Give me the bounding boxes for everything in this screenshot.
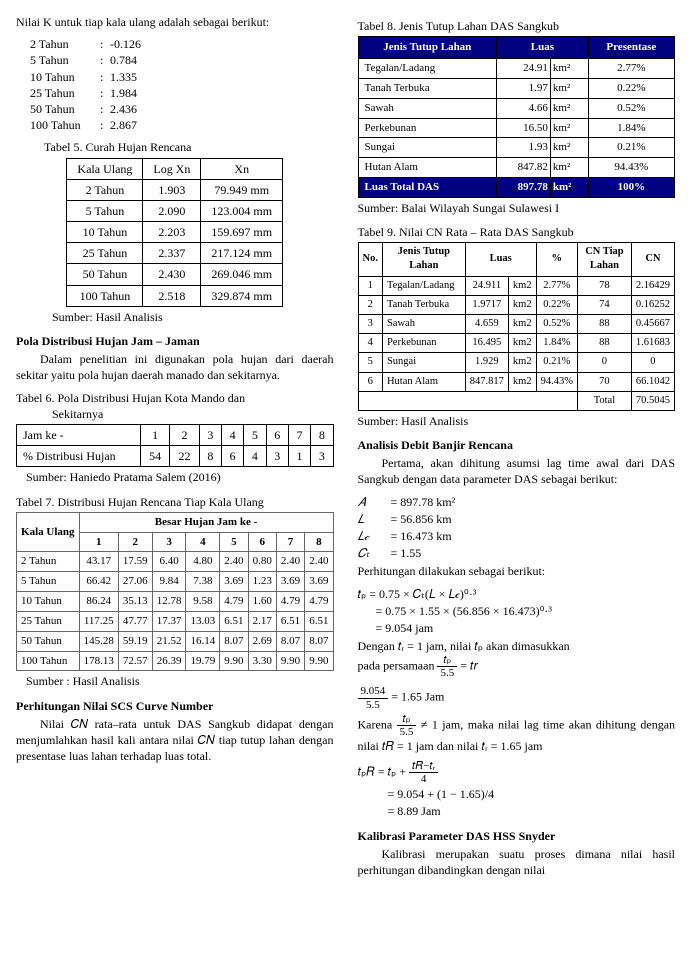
t9-source: Sumber: Hasil Analisis [358, 413, 676, 429]
table-7: Kala Ulang Besar Hujan Jam ke - 12345678… [16, 512, 334, 672]
t8-caption: Tabel 8. Jenis Tutup Lahan DAS Sangkub [358, 18, 676, 34]
t8-source: Sumber: Balai Wilayah Sungai Sulawesi I [358, 200, 676, 216]
kalib-title: Kalibrasi Parameter DAS HSS Snyder [358, 828, 676, 844]
scs-title: Perhitungan Nilai SCS Curve Number [16, 698, 334, 714]
t5-caption: Tabel 5. Curah Hujan Rencana [44, 139, 334, 155]
table-5: Kala Ulang Log Xn Xn 2 Tahun1.90379.949 … [66, 158, 283, 307]
eq1: 𝑡ₚ = 0.75 × 𝐶ₜ(𝐿 × 𝐿𝒸)⁰·³ [358, 586, 676, 602]
t5-source: Sumber: Hasil Analisis [52, 309, 334, 325]
right-column: Tabel 8. Jenis Tutup Lahan DAS Sangkub J… [358, 12, 676, 884]
kalib-para: Kalibrasi merupakan suatu proses dimana … [358, 846, 676, 878]
eq7: = 8.89 Jam [358, 803, 676, 819]
dengan-line: Dengan 𝑡ᵣ = 1 jam, nilai 𝑡ₚ akan dimasuk… [358, 638, 676, 679]
param-Lc: 𝐿𝒸 = 16.473 km [358, 528, 676, 544]
t6-caption: Tabel 6. Pola Distribusi Hujan Kota Mand… [16, 390, 334, 422]
table-8: Jenis Tutup Lahan Luas Presentase Tegala… [358, 36, 676, 198]
k-val: -0.126 [110, 36, 141, 52]
param-L: 𝐿 = 56.856 km [358, 511, 676, 527]
scs-para: Nilai 𝐶𝑁 rata–rata untuk DAS Sangkub did… [16, 716, 334, 765]
calc-intro: Perhitungan dilakukan sebagai berikut: [358, 563, 676, 579]
k-intro: Nilai K untuk tiap kala ulang adalah seb… [16, 14, 334, 30]
k-list: 2 Tahun: -0.126 5 Tahun: 0.784 10 Tahun:… [30, 36, 334, 133]
debit-para: Pertama, akan dihitung asumsi lag time a… [358, 455, 676, 487]
pola-para: Dalam penelitian ini digunakan pola huja… [16, 351, 334, 383]
t6-source: Sumber: Haniedo Pratama Salem (2016) [26, 469, 334, 485]
t5-h1: Log Xn [143, 158, 201, 179]
eq4: 9.0545.5 = 1.65 Jam [358, 685, 676, 710]
fraction-tp: 𝑡ₚ5.5 [437, 654, 457, 679]
table-6: Jam ke - 12345678 % Distribusi Hujan 542… [16, 424, 334, 467]
t7-row: 2 Tahun43.1717.596.404.802.400.802.402.4… [17, 552, 334, 572]
k-key: 2 Tahun [30, 36, 100, 52]
debit-title: Analisis Debit Banjir Rencana [358, 437, 676, 453]
param-A: 𝐴 = 897.78 km² [358, 494, 676, 510]
param-Ct: 𝐶ₜ = 1.55 [358, 545, 676, 561]
t9-caption: Tabel 9. Nilai CN Rata – Rata DAS Sangku… [358, 224, 676, 240]
t7-caption: Tabel 7. Distribusi Hujan Rencana Tiap K… [16, 494, 334, 510]
karena-line: Karena 𝑡ₚ5.5 ≠ 1 jam, maka nilai lag tim… [358, 713, 676, 754]
table-9: No. Jenis Tutup Lahan Luas % CN Tiap Lah… [358, 242, 676, 411]
left-column: Nilai K untuk tiap kala ulang adalah seb… [16, 12, 334, 884]
t5-h2: Xn [201, 158, 283, 179]
t7-source: Sumber : Hasil Analisis [26, 673, 334, 689]
eq2: = 0.75 × 1.55 × (56.856 × 16.473)⁰·³ [358, 603, 676, 619]
t5-h0: Kala Ulang [67, 158, 143, 179]
pola-title: Pola Distribusi Hujan Jam – Jaman [16, 333, 334, 349]
eq5: 𝑡ₚ𝑅 = 𝑡ₚ + 𝑡𝑅−𝑡ᵣ4 [358, 760, 676, 785]
eq6: = 9.054 + (1 − 1.65)/4 [358, 786, 676, 802]
eq3: = 9.054 jam [358, 620, 676, 636]
